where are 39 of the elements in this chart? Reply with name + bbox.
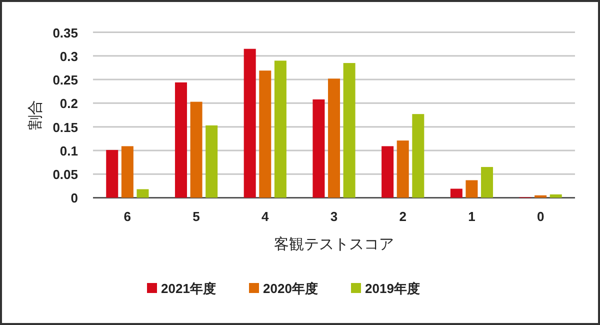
x-tick-label: 6: [124, 209, 132, 224]
legend-label: 2019年度: [365, 281, 420, 296]
bar: [450, 188, 462, 198]
bar: [328, 78, 340, 198]
x-tick-label: 2: [399, 209, 406, 224]
y-tick-label: 0.15: [52, 120, 78, 135]
y-tick-label: 0.25: [52, 72, 78, 88]
bar: [174, 82, 187, 198]
y-tick-label: 0: [70, 190, 78, 206]
bar: [136, 189, 149, 198]
bar: [550, 194, 562, 198]
bar: [382, 146, 394, 198]
bar: [190, 102, 202, 198]
bar: [312, 99, 325, 198]
x-tick-label: 3: [330, 209, 338, 224]
x-tick-label: 0: [536, 209, 544, 224]
bar: [396, 140, 409, 198]
y-tick-label: 0.35: [52, 25, 78, 40]
y-tick-label: 0.05: [52, 167, 78, 182]
legend-label: 2020年度: [263, 281, 318, 296]
bar: [412, 114, 424, 198]
x-tick-label: 5: [192, 209, 200, 224]
bar: [106, 150, 118, 198]
bar: [244, 48, 256, 198]
bar: [274, 60, 286, 198]
bar: [343, 63, 356, 198]
y-axis-title: 割合: [27, 100, 44, 130]
y-tick-label: 0.1: [60, 143, 78, 158]
bar: [206, 125, 218, 198]
bar: [259, 70, 272, 198]
bar: [481, 166, 494, 198]
y-tick-label: 0.3: [60, 48, 78, 64]
x-tick-label: 1: [468, 209, 476, 224]
bar: [466, 180, 478, 198]
y-tick-label: 0.2: [60, 96, 78, 112]
x-axis-title: 客観テストスコア: [274, 236, 394, 253]
legend-label: 2021年度: [161, 281, 216, 296]
x-tick-label: 4: [262, 209, 270, 224]
bar: [121, 146, 134, 198]
